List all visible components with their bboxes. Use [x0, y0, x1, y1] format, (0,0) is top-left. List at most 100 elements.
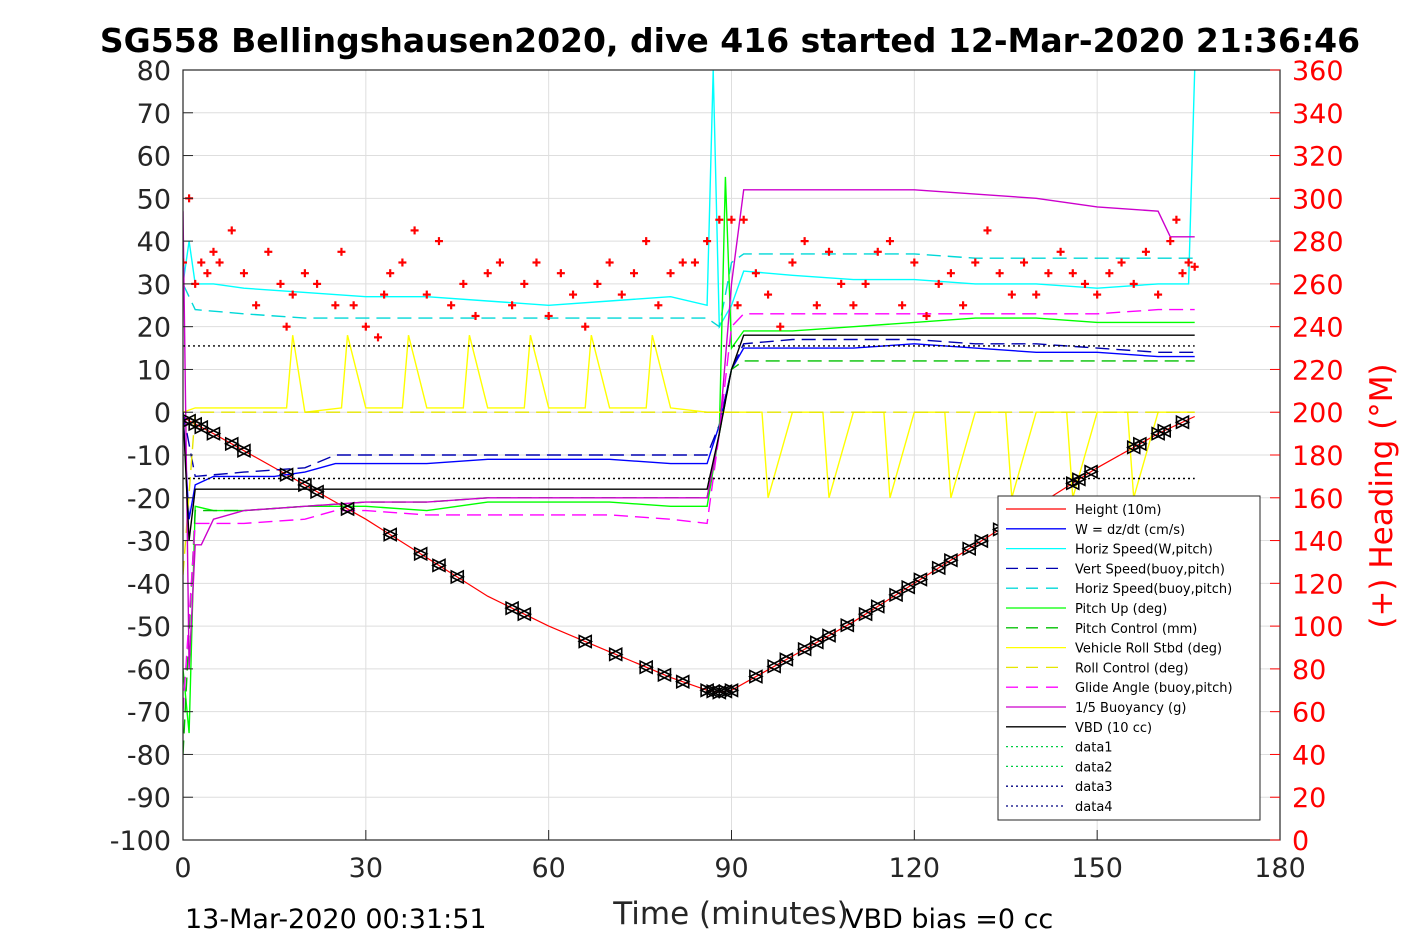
heading-point-68 [934, 279, 943, 288]
heading-point-45 [666, 269, 675, 278]
heading-point-58 [812, 301, 821, 310]
profile-marker-5 [236, 443, 252, 459]
heading-point-83 [1117, 258, 1126, 267]
series-roll_ctl-line [183, 411, 1195, 575]
heading-point-86 [1154, 290, 1163, 299]
profile-marker-50 [1174, 414, 1191, 430]
heading-point-64 [885, 237, 894, 246]
heading-point-60 [837, 279, 846, 288]
heading-point-14 [300, 269, 309, 278]
y-tick-label-0: 80 [137, 56, 171, 87]
heading-point-59 [825, 247, 834, 256]
x-axis-label: Time (minutes) [612, 896, 848, 932]
y2-tick-label-2: 320 [1292, 142, 1344, 173]
y-tick-label-4: 40 [137, 227, 171, 258]
profile-marker-10 [382, 527, 398, 542]
profile-marker-3 [205, 426, 222, 441]
heading-point-75 [1020, 258, 1029, 267]
heading-point-87 [1166, 237, 1175, 246]
y-tick-label-17: -90 [127, 783, 171, 814]
heading-point-3 [197, 258, 206, 267]
profile-marker-26 [748, 669, 764, 684]
legend-label-w: W = dz/dt (cm/s) [1075, 523, 1185, 538]
footer-vbd-bias: VBD bias =0 cc [845, 904, 1053, 935]
heading-point-12 [282, 322, 291, 331]
y2-axis-label: (+) Heading (°M) [1364, 363, 1400, 628]
legend-label-pitch: Pitch Up (deg) [1075, 602, 1167, 617]
heading-point-88 [1172, 215, 1181, 224]
heading-point-11 [276, 279, 285, 288]
legend-label-vbd: VBD (10 cc) [1075, 721, 1152, 736]
y2-tick-label-1: 340 [1292, 99, 1344, 130]
heading-point-35 [544, 311, 553, 320]
y2-tick-label-17: 20 [1292, 783, 1326, 814]
y-tick-label-7: 10 [137, 355, 171, 386]
x-tick-label-2: 60 [531, 853, 565, 884]
heading-point-84 [1129, 279, 1138, 288]
heading-point-78 [1056, 247, 1065, 256]
x-tick-label-6: 180 [1254, 853, 1306, 884]
y2-tick-label-9: 180 [1292, 441, 1344, 472]
profile-marker-37 [912, 572, 929, 587]
profile-marker-36 [900, 579, 917, 595]
profile-marker-45 [1083, 464, 1099, 479]
heading-point-82 [1105, 269, 1114, 278]
series-vert_buoy-line [183, 338, 1195, 478]
profile-marker-9 [339, 501, 356, 517]
legend-label-data2: data2 [1075, 760, 1113, 775]
series-layer [183, 70, 1196, 755]
chart-title: SG558 Bellingshausen2020, dive 416 start… [100, 21, 1360, 60]
heading-point-13 [288, 290, 297, 299]
series-vbd-line [183, 334, 1195, 541]
heading-point-52 [739, 215, 748, 224]
heading-point-80 [1080, 279, 1089, 288]
heading-point-26 [434, 237, 443, 246]
profile-marker-20 [674, 674, 691, 690]
profile-marker-25 [723, 682, 740, 698]
legend-label-roll_ctl: Roll Control (deg) [1075, 661, 1189, 676]
heading-point-29 [471, 311, 480, 320]
heading-point-5 [209, 247, 218, 256]
heading-point-48 [703, 237, 712, 246]
y-tick-label-3: 50 [137, 184, 171, 215]
y2-tick-label-16: 40 [1292, 740, 1326, 771]
heading-point-51 [733, 301, 742, 310]
heading-point-10 [264, 247, 273, 256]
heading-point-90 [1184, 258, 1193, 267]
series-roll-line [183, 335, 1195, 498]
heading-point-91 [1190, 262, 1199, 271]
x-tick-label-3: 90 [714, 853, 748, 884]
profile-marker-39 [943, 552, 959, 568]
series-horiz_w-line [183, 70, 1196, 330]
y-tick-label-11: -30 [127, 527, 171, 558]
heading-point-89 [1178, 269, 1187, 278]
heading-point-71 [971, 258, 980, 267]
profile-marker-19 [656, 667, 673, 683]
profile-marker-33 [857, 606, 874, 622]
x-tick-label-5: 150 [1071, 853, 1123, 884]
heading-point-47 [690, 258, 699, 267]
profile-marker-13 [449, 569, 466, 585]
y2-tick-label-8: 200 [1292, 398, 1344, 429]
profile-marker-47 [1132, 436, 1148, 452]
y-axis-ticks: 80 70 60 50 40 30 20 10 0 -10 -20 -30 -40 -50 -60 -70 -8… [110, 56, 193, 857]
profile-marker-35 [888, 587, 904, 603]
legend-label-data3: data3 [1075, 780, 1113, 795]
y-tick-label-8: 0 [154, 398, 171, 429]
heading-point-6 [215, 258, 224, 267]
profile-marker-32 [839, 617, 856, 633]
heading-point-21 [380, 290, 389, 299]
profile-marker-40 [961, 541, 977, 556]
y-tick-label-18: -100 [110, 826, 171, 857]
y2-tick-label-14: 80 [1292, 655, 1326, 686]
series-w-line [183, 343, 1195, 520]
heading-point-19 [361, 322, 370, 331]
y2-tick-label-0: 360 [1292, 56, 1344, 87]
legend-label-glide: Glide Angle (buoy,pitch) [1075, 681, 1233, 696]
y-tick-label-15: -70 [127, 698, 171, 729]
y2-tick-label-15: 60 [1292, 698, 1326, 729]
y-tick-label-2: 60 [137, 142, 171, 173]
legend-label-buoy: 1/5 Buoyancy (g) [1075, 701, 1186, 716]
profile-marker-44 [1071, 472, 1087, 487]
